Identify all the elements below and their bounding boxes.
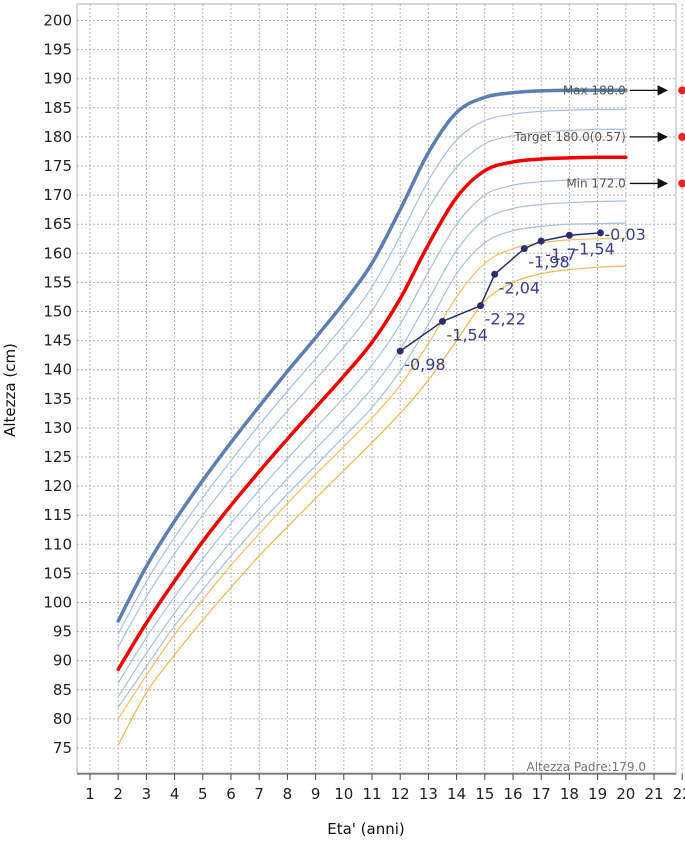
x-tick-label: 10	[334, 785, 353, 803]
measurement-line	[399, 232, 601, 352]
percentile-curve	[117, 265, 627, 746]
y-tick-label: 195	[43, 41, 72, 59]
measurement-point	[596, 229, 604, 237]
measurement-point	[565, 231, 573, 239]
y-axis: 75 80 85 90 95 100 105 110 115 120 125 130 135 140 145…	[43, 12, 72, 758]
plot-area-frame	[76, 3, 677, 774]
measurement-zscore-label: -0,98	[404, 355, 445, 374]
y-tick-label: 125	[43, 448, 72, 466]
range-annotation-label: Min 172.0	[566, 176, 625, 190]
y-tick-label: 180	[43, 128, 72, 146]
x-axis-title: Eta' (anni)	[327, 820, 405, 838]
target-percentile-curve	[116, 155, 628, 672]
measurement-point	[477, 302, 485, 310]
x-tick-label: 2	[113, 785, 123, 803]
y-tick-label: 175	[43, 157, 72, 175]
y-tick-label: 155	[43, 273, 72, 291]
percentile-curve	[117, 128, 627, 648]
x-axis: 12345678910111213141516171819202122	[77, 773, 685, 803]
y-tick-label: 130	[43, 419, 72, 437]
x-tick-label: 19	[588, 785, 607, 803]
measurement-zscore-label: -2,04	[499, 278, 540, 297]
y-tick-label: 100	[43, 594, 72, 612]
grid	[77, 4, 683, 774]
y-tick-label: 115	[43, 506, 72, 524]
x-tick-label: 4	[170, 785, 180, 803]
y-tick-label: 85	[53, 681, 72, 699]
y-tick-label: 200	[43, 12, 72, 30]
percentile-curve	[117, 222, 627, 708]
x-tick-label: 3	[142, 785, 152, 803]
measurement-zscore-label: -1,98	[528, 253, 569, 272]
percentile-curves	[116, 88, 628, 746]
x-tick-label: 7	[254, 785, 264, 803]
percentile-curve	[117, 108, 627, 635]
y-tick-label: 80	[53, 710, 72, 728]
y-tick-label: 190	[43, 70, 72, 88]
y-tick-label: 105	[43, 564, 72, 582]
x-tick-label: 22	[673, 785, 685, 803]
percentile-curve	[117, 200, 627, 698]
annotations: Max 188.0 Target 180.0(0.57) Min 172.0	[513, 83, 685, 190]
range-endpoint-marker	[678, 179, 685, 188]
y-tick-label: 150	[43, 303, 72, 321]
y-tick-label: 110	[43, 535, 72, 553]
range-annotation-label: Target 180.0(0.57)	[513, 130, 625, 144]
x-tick-label: 8	[283, 785, 293, 803]
y-tick-label: 95	[53, 623, 72, 641]
x-tick-label: 13	[419, 785, 438, 803]
y-tick-label: 160	[43, 244, 72, 262]
y-tick-label: 135	[43, 390, 72, 408]
y-tick-label: 145	[43, 332, 72, 350]
x-tick-label: 12	[391, 785, 410, 803]
y-axis-title: Altezza (cm)	[1, 343, 19, 437]
x-tick-label: 6	[226, 785, 236, 803]
x-tick-label: 21	[644, 785, 663, 803]
y-tick-label: 75	[53, 739, 72, 757]
measurement-zscore-label: -2,22	[485, 310, 526, 329]
measurement-zscore-label: -1,54	[447, 325, 488, 344]
x-tick-label: 1	[85, 785, 95, 803]
x-tick-label: 18	[560, 785, 579, 803]
y-tick-label: 165	[43, 215, 72, 233]
measurement-point	[491, 270, 499, 278]
x-tick-label: 5	[198, 785, 208, 803]
y-tick-label: 170	[43, 186, 72, 204]
measurement-zscore-label: -1,7	[545, 245, 576, 264]
y-tick-label: 140	[43, 361, 72, 379]
y-tick-label: 90	[53, 652, 72, 670]
father-height-note: Altezza Padre:179.0	[526, 760, 646, 774]
x-tick-label: 20	[616, 785, 635, 803]
percentile-curve	[117, 178, 627, 684]
x-tick-label: 15	[475, 785, 494, 803]
measurement-zscore-label: -1,54	[573, 239, 614, 258]
upper-percentile-curve	[116, 88, 628, 623]
x-tick-label: 11	[362, 785, 381, 803]
measurement-series: -0,98-1,54-2,22-2,04-1,98-1,7-1,54-0,03	[396, 225, 646, 374]
measurement-point	[396, 347, 404, 355]
range-endpoint-marker	[678, 86, 685, 95]
measurement-zscore-label: -0,03	[604, 225, 645, 244]
y-tick-label: 120	[43, 477, 72, 495]
range-endpoint-marker	[678, 132, 685, 141]
y-tick-label: 185	[43, 99, 72, 117]
measurement-point	[537, 237, 545, 245]
x-tick-label: 16	[503, 785, 522, 803]
measurement-point	[439, 317, 446, 325]
x-tick-label: 14	[447, 785, 466, 803]
x-tick-label: 17	[532, 785, 551, 803]
range-annotation-label: Max 188.0	[563, 83, 626, 97]
measurement-point	[520, 245, 528, 253]
x-tick-label: 9	[311, 785, 321, 803]
